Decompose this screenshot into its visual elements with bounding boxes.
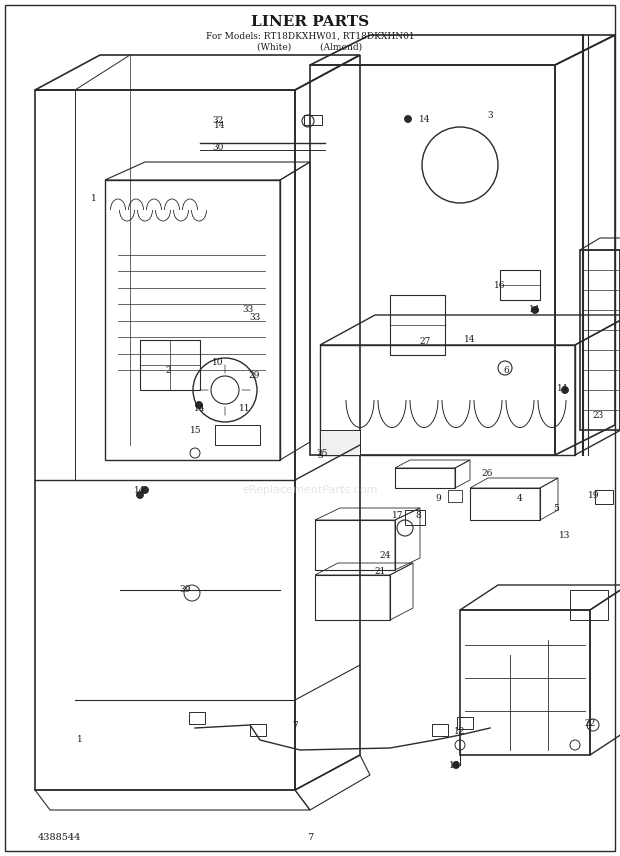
Text: 26: 26 bbox=[481, 468, 493, 478]
Text: For Models: RT18DKXHW01, RT18DKXHN01: For Models: RT18DKXHW01, RT18DKXHN01 bbox=[206, 32, 414, 40]
Text: 17: 17 bbox=[392, 510, 404, 520]
Text: 4388544: 4388544 bbox=[38, 834, 81, 842]
Text: 2: 2 bbox=[165, 366, 171, 375]
Text: 24: 24 bbox=[379, 550, 391, 560]
Circle shape bbox=[195, 401, 203, 408]
Text: 19: 19 bbox=[588, 490, 600, 500]
Text: 14: 14 bbox=[135, 485, 146, 495]
Text: 30: 30 bbox=[212, 142, 224, 152]
Text: 8: 8 bbox=[415, 510, 421, 520]
Text: 22: 22 bbox=[585, 718, 596, 728]
Text: 6: 6 bbox=[503, 366, 509, 375]
Text: 29: 29 bbox=[249, 371, 260, 379]
Text: 23: 23 bbox=[592, 411, 604, 419]
Circle shape bbox=[141, 486, 149, 494]
Text: 32: 32 bbox=[213, 116, 224, 124]
Text: 14: 14 bbox=[529, 306, 541, 314]
Text: 12: 12 bbox=[454, 727, 466, 735]
Text: 16: 16 bbox=[494, 282, 506, 290]
Text: 14: 14 bbox=[194, 403, 206, 413]
Text: 14: 14 bbox=[557, 383, 569, 393]
Text: 13: 13 bbox=[559, 531, 570, 539]
Circle shape bbox=[562, 387, 569, 394]
Text: 33: 33 bbox=[249, 313, 260, 323]
Circle shape bbox=[531, 306, 539, 313]
Text: 25: 25 bbox=[316, 449, 328, 457]
Text: 10: 10 bbox=[212, 358, 224, 366]
Text: 3: 3 bbox=[317, 450, 323, 460]
Text: LINER PARTS: LINER PARTS bbox=[251, 15, 369, 29]
Polygon shape bbox=[320, 430, 360, 455]
Text: 5: 5 bbox=[553, 503, 559, 513]
Text: 21: 21 bbox=[374, 568, 386, 576]
Text: 33: 33 bbox=[242, 306, 254, 314]
Text: 14: 14 bbox=[419, 115, 431, 123]
Circle shape bbox=[136, 491, 143, 498]
Text: 15: 15 bbox=[190, 425, 202, 435]
Circle shape bbox=[453, 762, 459, 769]
Text: 14: 14 bbox=[450, 760, 461, 770]
Text: 7: 7 bbox=[292, 722, 298, 730]
Text: 1: 1 bbox=[91, 193, 97, 203]
Text: 39: 39 bbox=[179, 586, 191, 595]
Text: 1: 1 bbox=[77, 735, 83, 745]
Text: 27: 27 bbox=[419, 337, 431, 347]
Text: 14: 14 bbox=[215, 121, 226, 129]
Circle shape bbox=[404, 116, 412, 122]
Text: 11: 11 bbox=[239, 403, 250, 413]
Text: eReplacementParts.com: eReplacementParts.com bbox=[242, 485, 378, 495]
Text: 9: 9 bbox=[435, 494, 441, 502]
Text: 4: 4 bbox=[517, 494, 523, 502]
Text: 14: 14 bbox=[464, 336, 476, 344]
Text: (White)          (Almond): (White) (Almond) bbox=[257, 43, 363, 51]
Text: 7: 7 bbox=[307, 834, 313, 842]
Text: 3: 3 bbox=[487, 110, 493, 120]
